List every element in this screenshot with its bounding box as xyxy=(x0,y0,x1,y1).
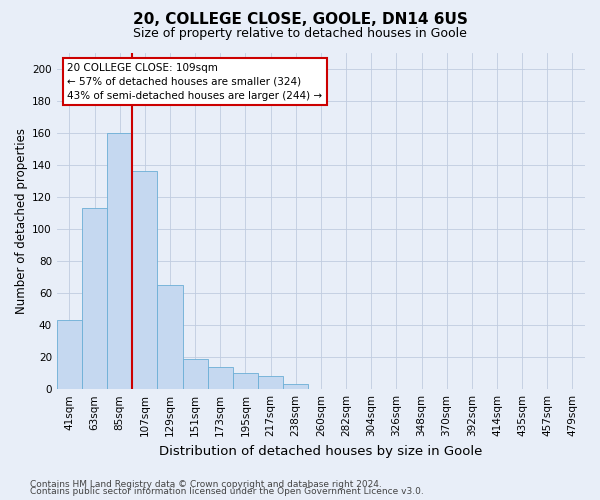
Y-axis label: Number of detached properties: Number of detached properties xyxy=(15,128,28,314)
Text: Size of property relative to detached houses in Goole: Size of property relative to detached ho… xyxy=(133,28,467,40)
Bar xyxy=(258,376,283,389)
X-axis label: Distribution of detached houses by size in Goole: Distribution of detached houses by size … xyxy=(159,444,482,458)
Bar xyxy=(107,132,132,389)
Text: Contains HM Land Registry data © Crown copyright and database right 2024.: Contains HM Land Registry data © Crown c… xyxy=(30,480,382,489)
Bar xyxy=(132,171,157,389)
Text: Contains public sector information licensed under the Open Government Licence v3: Contains public sector information licen… xyxy=(30,488,424,496)
Bar xyxy=(208,366,233,389)
Bar xyxy=(283,384,308,389)
Text: 20, COLLEGE CLOSE, GOOLE, DN14 6US: 20, COLLEGE CLOSE, GOOLE, DN14 6US xyxy=(133,12,467,28)
Bar xyxy=(82,208,107,389)
Bar xyxy=(182,358,208,389)
Bar xyxy=(57,320,82,389)
Text: 20 COLLEGE CLOSE: 109sqm
← 57% of detached houses are smaller (324)
43% of semi-: 20 COLLEGE CLOSE: 109sqm ← 57% of detach… xyxy=(67,62,322,100)
Bar xyxy=(233,373,258,389)
Bar xyxy=(157,285,182,389)
